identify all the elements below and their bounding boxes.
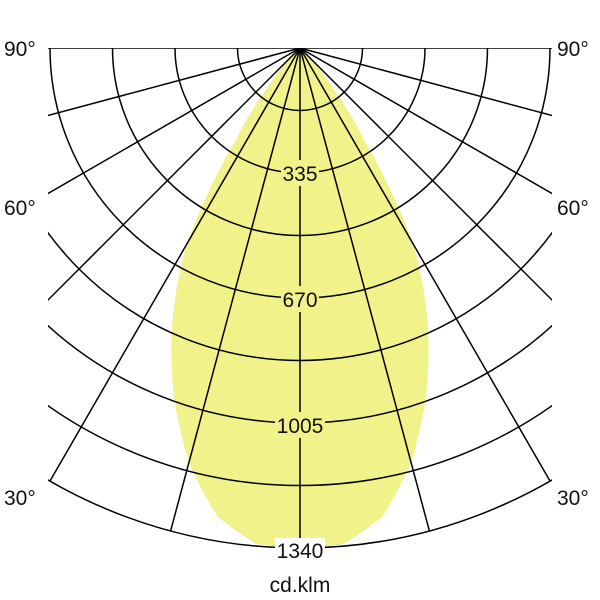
grid-spoke	[49, 48, 301, 482]
angle-label-90-left: 90°	[4, 38, 36, 61]
grid-spoke	[48, 48, 301, 195]
ring-label-bg	[275, 412, 325, 438]
labels: 335 670 1005 1340 cd.klm 90° 60° 30° 90°…	[4, 38, 589, 597]
unit-label: cd.klm	[270, 574, 331, 597]
angle-label-30-left: 30°	[4, 487, 36, 510]
ring-label-1340: 1340	[277, 540, 324, 563]
angle-label-60-right: 60°	[557, 197, 589, 220]
grid-spoke	[299, 48, 552, 195]
ring-label-1005: 1005	[277, 415, 324, 438]
ring-label-bg	[275, 538, 325, 564]
ring-label-670: 670	[282, 289, 317, 312]
grid-spoke	[299, 48, 552, 302]
grid-spoke	[169, 48, 301, 532]
angle-label-60-left: 60°	[4, 197, 36, 220]
angle-label-90-right: 90°	[557, 38, 589, 61]
grid-spoke	[299, 48, 552, 117]
angle-label-30-right: 30°	[557, 487, 589, 510]
ring-label-bg	[281, 160, 319, 186]
grid-spoke	[48, 48, 301, 117]
grid-spoke	[299, 48, 551, 482]
ring-label-335: 335	[282, 163, 317, 186]
grid-spoke	[48, 48, 301, 302]
polar-grid	[48, 48, 552, 549]
grid-spoke	[299, 48, 431, 532]
ring-label-bg	[281, 286, 319, 312]
